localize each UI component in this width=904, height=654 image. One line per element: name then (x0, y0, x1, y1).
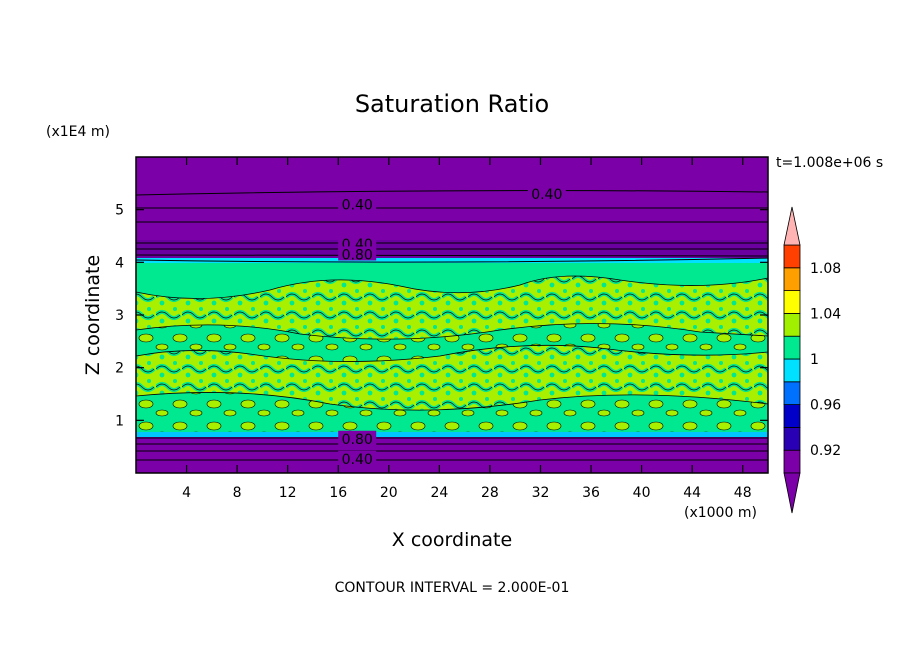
colorbar-swatch (783, 358, 801, 383)
colorbar-swatch (783, 312, 801, 337)
y-unit-label: (x1E4 m) (46, 124, 110, 140)
colorbar-swatch (783, 290, 801, 314)
contour-label-bg (338, 235, 377, 250)
cloud-moist-patch (136, 261, 768, 299)
contour-label-bg (338, 450, 377, 465)
colorbar-swatch (783, 267, 801, 291)
y-tick-label: 5 (115, 203, 124, 219)
x-tick-label: 4 (182, 485, 191, 501)
x-tick-label: 20 (380, 485, 398, 501)
cloud-moist-band-lower (136, 392, 768, 437)
x-tick-label: 16 (329, 485, 347, 501)
colorbar-swatch (783, 381, 801, 405)
contour-lines (136, 190, 768, 461)
cloud-moist-band (136, 323, 768, 362)
x-tick-label: 28 (481, 485, 499, 501)
cloud-base-edge (136, 432, 768, 437)
x-tick-label: 48 (734, 485, 752, 501)
contour-label: 0.40 (342, 197, 373, 213)
x-axis-label: X coordinate (392, 529, 512, 551)
contour-interval-footer: CONTOUR INTERVAL = 2.000E-01 (335, 580, 570, 596)
x-tick-label: 40 (633, 485, 651, 501)
x-tick-label: 36 (582, 485, 600, 501)
colorbar-tick-label: 0.92 (810, 443, 841, 459)
colorbar-swatch (783, 404, 801, 428)
x-axis-ticks: 4 8 12 16 20 24 28 32 36 40 44 48 (182, 157, 752, 501)
y-axis-ticks: 1 2 3 4 5 (115, 203, 768, 429)
colorbar-swatch (783, 335, 801, 360)
colorbar-swatch (783, 244, 801, 269)
x-tick-label: 32 (532, 485, 550, 501)
x-tick-label: 44 (683, 485, 701, 501)
colorbar-swatch (783, 426, 801, 451)
y-tick-label: 2 (115, 361, 124, 377)
colorbar-tick-label: 1 (810, 352, 819, 368)
x-unit-label: (x1000 m) (684, 505, 757, 521)
contour-label-bg (527, 185, 566, 200)
x-tick-label: 12 (279, 485, 297, 501)
colorbar-over-triangle (783, 206, 801, 246)
x-tick-label: 24 (430, 485, 448, 501)
contour-label: 0.40 (342, 452, 373, 468)
y-axis-label: Z coordinate (82, 255, 104, 375)
colorbar-tick-label: 1.08 (810, 261, 841, 277)
colorbar-swatch (783, 449, 801, 474)
contour-label: 0.80 (342, 432, 373, 448)
colorbar-under-triangle (783, 472, 801, 514)
contour-label: 0.40 (531, 187, 562, 203)
colorbar: 1.08 1.04 1 0.96 0.92 (783, 206, 841, 514)
y-tick-label: 1 (115, 413, 124, 429)
time-label: t=1.008e+06 s (776, 155, 883, 171)
contour-labels: 0.400.400.400.800.800.40 (338, 185, 566, 468)
colorbar-tick-label: 1.04 (810, 306, 841, 322)
x-tick-label: 8 (233, 485, 242, 501)
contour-label-bg (338, 196, 377, 211)
y-tick-label: 4 (115, 255, 124, 271)
cloud-top-edge (136, 258, 768, 263)
y-tick-label: 3 (115, 308, 124, 324)
contour-label-bg (338, 430, 377, 445)
colorbar-tick-label: 0.96 (810, 398, 841, 414)
contour-label-bg (338, 246, 377, 261)
contour-label: 0.80 (342, 247, 373, 263)
region-lower-dry (136, 437, 768, 473)
plot-area (136, 157, 768, 473)
chart-title: Saturation Ratio (355, 90, 549, 118)
